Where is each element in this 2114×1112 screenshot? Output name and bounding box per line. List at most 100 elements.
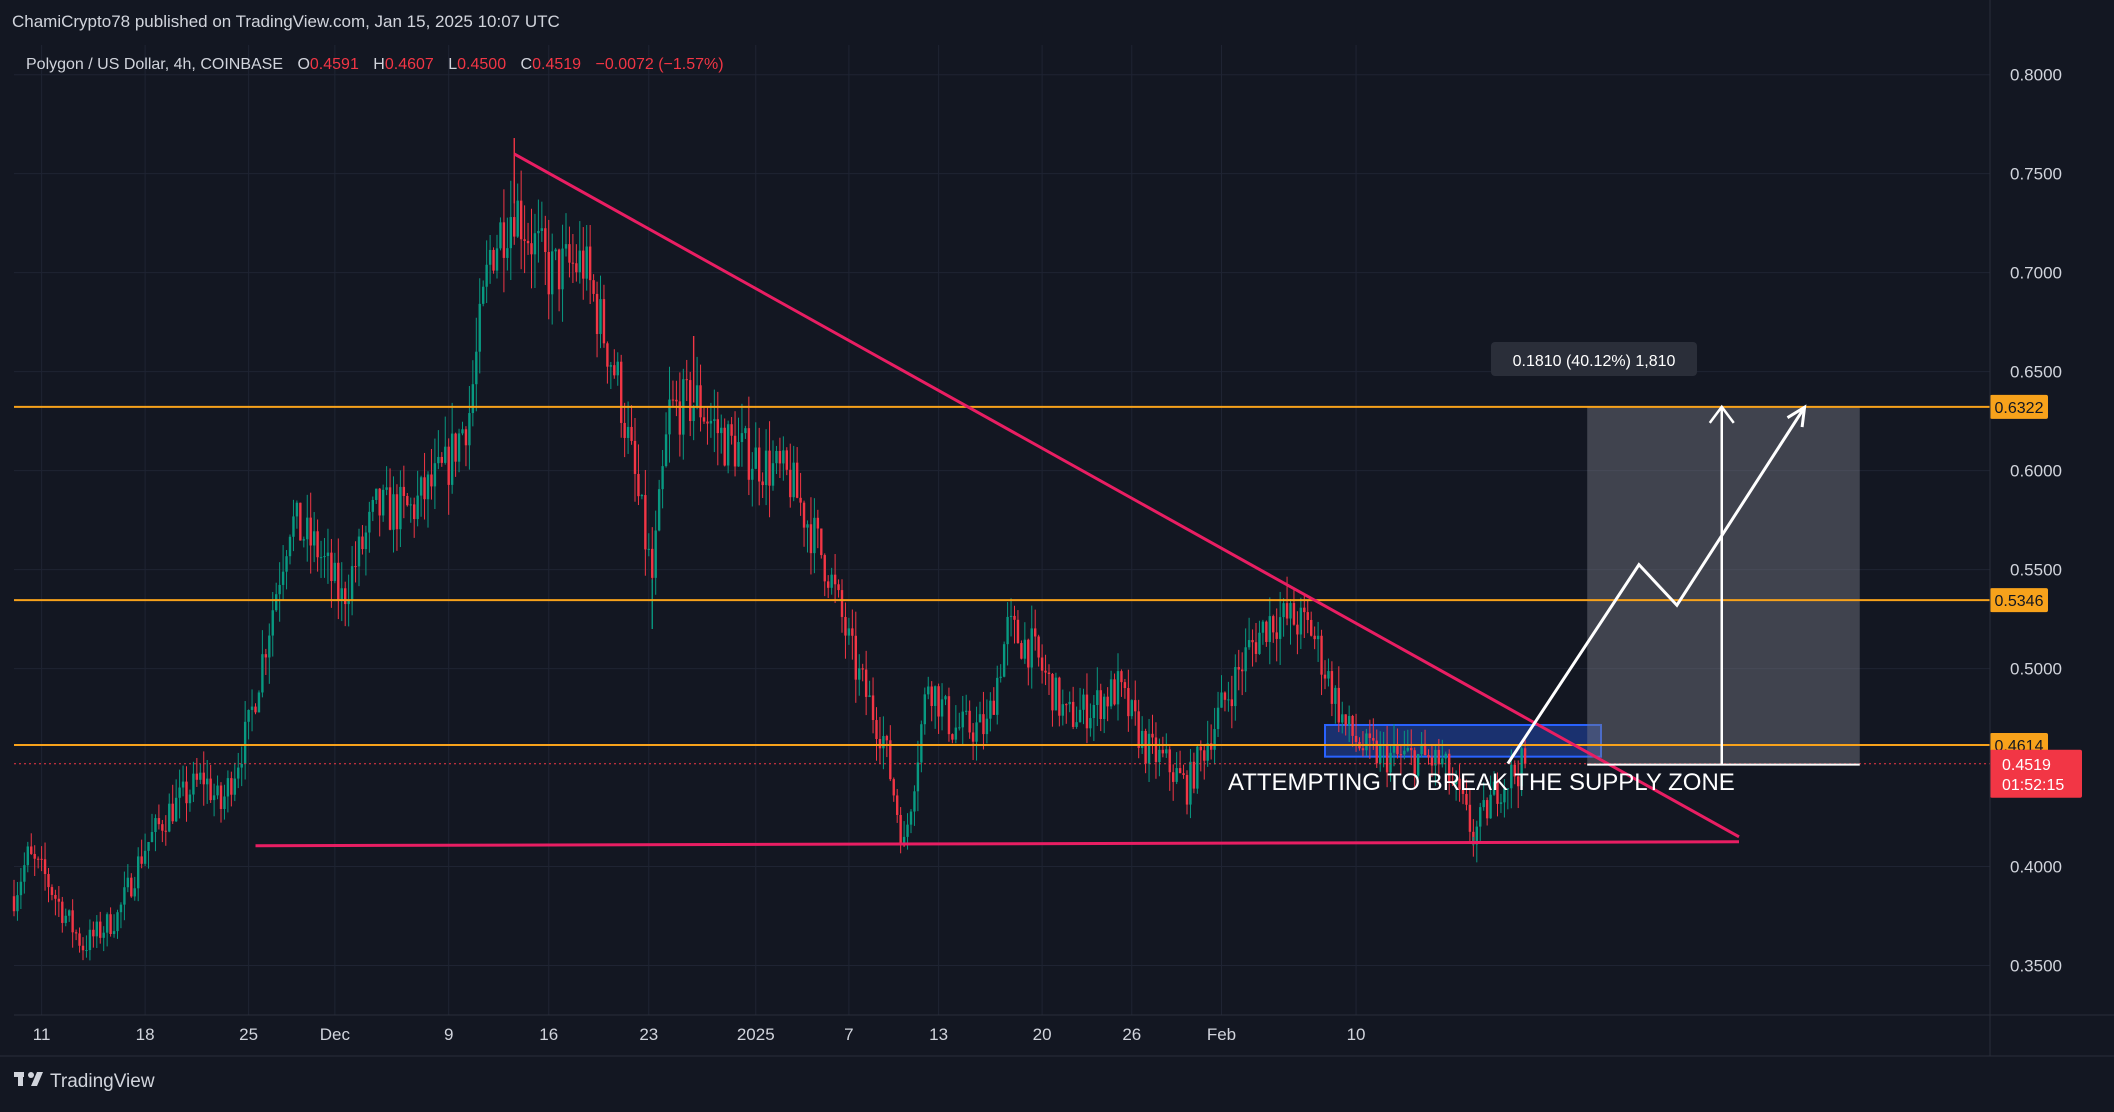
candle-body xyxy=(312,531,316,546)
candle-body xyxy=(499,222,502,249)
candle-body xyxy=(150,832,154,842)
supply-zone-box xyxy=(1324,723,1602,758)
candle-body xyxy=(216,785,219,796)
candle-body xyxy=(1427,755,1430,758)
candle-body xyxy=(109,914,112,935)
candle-body xyxy=(74,932,78,934)
candle-body xyxy=(1506,788,1510,790)
candle-body xyxy=(416,495,419,520)
candle-body xyxy=(368,511,371,533)
candle-body xyxy=(968,710,971,733)
candle-body xyxy=(147,841,150,851)
candle-body xyxy=(495,248,499,271)
candle-body xyxy=(1175,768,1178,782)
candle-body xyxy=(595,293,599,334)
candle-body xyxy=(616,361,619,376)
candle-body xyxy=(1047,672,1051,674)
candle-body xyxy=(982,714,985,735)
candle-body xyxy=(171,803,174,822)
candle-body xyxy=(154,818,157,833)
candle-body xyxy=(1189,761,1192,805)
candle-body xyxy=(199,772,202,780)
candle-body xyxy=(1075,722,1078,727)
candle-body xyxy=(264,654,268,658)
candle-body xyxy=(316,531,319,558)
candle-body xyxy=(613,365,616,376)
candle-body xyxy=(1006,616,1009,645)
candle-body xyxy=(1282,603,1285,618)
candle-body xyxy=(47,874,50,888)
candle-body xyxy=(340,588,343,600)
candle-body xyxy=(26,846,29,866)
candle-body xyxy=(664,434,668,467)
candle-body xyxy=(671,399,675,401)
y-tick-label: 0.4000 xyxy=(2010,858,2062,877)
candle-body xyxy=(716,419,719,434)
candle-body xyxy=(951,734,954,740)
candle-body xyxy=(609,365,613,367)
level-price-label: 0.6322 xyxy=(1995,400,2044,417)
candle-body xyxy=(858,668,861,680)
candle-body xyxy=(1265,621,1268,642)
candle-body xyxy=(775,450,778,464)
candle-body xyxy=(1241,669,1244,672)
candle-body xyxy=(413,504,416,520)
candle-body xyxy=(1451,782,1454,784)
x-tick-label: 26 xyxy=(1122,1025,1141,1044)
candle-body xyxy=(1399,754,1403,756)
candle-body xyxy=(1227,699,1230,701)
candle-body xyxy=(1437,749,1441,765)
candle-body xyxy=(920,724,923,763)
candle-body xyxy=(1261,621,1265,633)
candle-body xyxy=(1344,714,1347,726)
candle-body xyxy=(71,910,74,933)
candle-body xyxy=(930,686,933,707)
candle-body xyxy=(1168,749,1171,773)
candle-body xyxy=(1341,714,1344,723)
candle-body xyxy=(1027,639,1030,668)
candle-body xyxy=(806,524,809,528)
candle-body xyxy=(813,517,816,554)
level-price-tag xyxy=(1990,394,2048,419)
candle-body xyxy=(1023,639,1027,659)
x-tick-label: 18 xyxy=(136,1025,155,1044)
candle-body xyxy=(740,433,744,443)
candle-body xyxy=(1499,802,1503,804)
candle-body xyxy=(785,450,788,470)
candle-body xyxy=(292,516,295,537)
candle-body xyxy=(1413,750,1416,776)
candle-body xyxy=(792,462,795,498)
y-tick-label: 0.7000 xyxy=(2010,264,2062,283)
candle-body xyxy=(23,865,26,882)
x-tick-label: 9 xyxy=(444,1025,453,1044)
candle-body xyxy=(485,264,488,287)
candle-body xyxy=(385,487,388,490)
candle-body xyxy=(768,450,771,486)
candle-body xyxy=(123,887,126,905)
candle-body xyxy=(330,552,333,582)
candle-body xyxy=(640,495,644,497)
candle-body xyxy=(868,695,871,697)
candle-body xyxy=(1151,733,1154,738)
candle-body xyxy=(130,877,133,897)
candle-body xyxy=(1479,807,1482,827)
tradingview-logo-icon xyxy=(14,1072,43,1086)
candle-body xyxy=(1234,667,1237,707)
candle-body xyxy=(1347,715,1351,726)
candle-body xyxy=(1444,753,1447,759)
candle-body xyxy=(464,429,468,446)
candle-body xyxy=(157,818,161,825)
last-price-tag xyxy=(1990,749,2082,798)
candle-body xyxy=(1517,776,1520,787)
candle-body xyxy=(54,894,57,899)
candle-body xyxy=(1461,789,1465,794)
candle-body xyxy=(702,417,706,422)
candle-body xyxy=(1379,745,1382,764)
candle-body xyxy=(133,888,136,897)
candle-body xyxy=(802,502,806,528)
candle-body xyxy=(1058,677,1061,716)
candle-body xyxy=(181,781,185,788)
candle-body xyxy=(188,794,192,804)
candle-body xyxy=(978,714,982,723)
